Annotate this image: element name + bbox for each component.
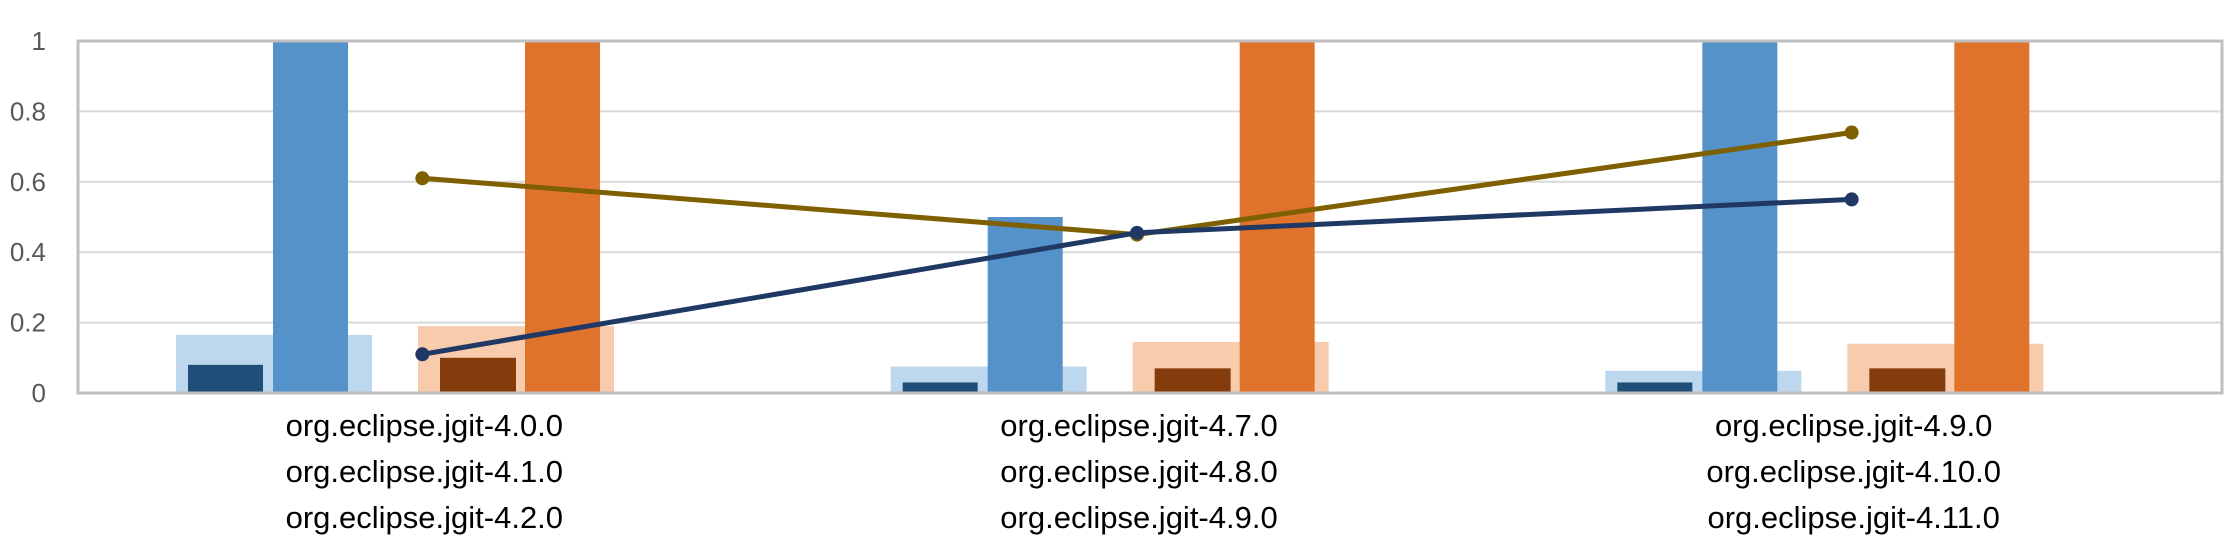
bar-series-5-group-2 <box>1154 368 1231 393</box>
bar-series-5-group-1 <box>440 357 516 393</box>
line-series-2-point-1 <box>415 347 430 362</box>
bar-series-2-group-3 <box>1617 382 1693 393</box>
line-series-1 <box>422 130 1853 238</box>
x-category-label: org.eclipse.jgit-4.2.0 <box>286 500 563 535</box>
bar-series-2-group-1 <box>188 364 263 393</box>
line-series-2-point-3 <box>1844 192 1859 207</box>
line-series-2-point-2 <box>1130 225 1144 240</box>
lines <box>415 125 1859 362</box>
bar-series-3-group-2 <box>987 217 1063 393</box>
bar-series-6-group-1 <box>525 41 600 393</box>
x-category-label: org.eclipse.jgit-4.8.0 <box>1000 454 1277 489</box>
line-series-1-point-1 <box>415 171 430 186</box>
y-tick-label: 0.8 <box>10 96 46 126</box>
y-tick-label: 0.4 <box>10 237 46 267</box>
y-axis: 0 0.2 0.4 0.6 0.8 1 <box>10 26 46 408</box>
y-tick-label: 0.6 <box>10 167 46 197</box>
grid <box>78 110 2222 324</box>
bars <box>176 41 2044 393</box>
plot-frame <box>76 39 2224 395</box>
x-category-label: org.eclipse.jgit-4.7.0 <box>1000 408 1277 443</box>
line-series-2 <box>421 196 1852 357</box>
x-category-label: org.eclipse.jgit-4.9.0 <box>1000 500 1277 535</box>
x-axis: org.eclipse.jgit-4.0.0 org.eclipse.jgit-4… <box>286 408 2001 535</box>
y-tick-label: 1 <box>32 26 46 56</box>
line-series-1-point-3 <box>1844 125 1859 140</box>
x-category-label: org.eclipse.jgit-4.10.0 <box>1706 454 2001 489</box>
x-category-label: org.eclipse.jgit-4.1.0 <box>286 454 563 489</box>
bar-series-3-group-3 <box>1702 41 1778 393</box>
x-category-label: org.eclipse.jgit-4.0.0 <box>286 408 563 443</box>
x-category-label: org.eclipse.jgit-4.9.0 <box>1715 408 1992 443</box>
bar-series-6-group-3 <box>1954 41 2030 393</box>
bar-series-3-group-1 <box>273 41 348 393</box>
y-tick-label: 0 <box>32 378 46 408</box>
bar-series-2-group-2 <box>902 382 978 393</box>
bar-series-5-group-3 <box>1869 368 1946 393</box>
x-category-label: org.eclipse.jgit-4.11.0 <box>1707 500 1999 535</box>
y-tick-label: 0.2 <box>10 308 46 338</box>
